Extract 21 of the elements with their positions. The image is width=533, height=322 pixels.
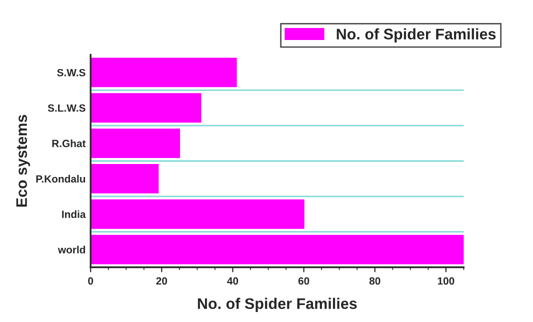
legend-label: No. of Spider Families — [336, 28, 496, 43]
bar — [90, 58, 237, 88]
bar — [90, 199, 304, 229]
x-tick-label: 60 — [298, 277, 310, 285]
bar — [90, 234, 464, 264]
x-tick-label: 20 — [156, 277, 168, 285]
x-tick-label: 100 — [438, 277, 454, 285]
y-tick-label: S.W.S — [57, 68, 86, 76]
y-tick-label: P.Kondalu — [36, 174, 86, 183]
bar — [90, 128, 180, 158]
bar — [90, 93, 202, 123]
y-tick-label: world — [58, 246, 86, 254]
y-tick-label: R.Ghat — [52, 140, 86, 148]
x-axis-title: No. of Spider Families — [198, 298, 357, 312]
x-tick-label: 80 — [369, 277, 380, 285]
bar — [90, 164, 159, 194]
y-axis-title: Eco systems — [16, 114, 30, 207]
y-tick-label: S.L.W.S — [48, 104, 86, 112]
x-tick-label: 0 — [88, 277, 94, 285]
x-tick-label: 40 — [227, 277, 238, 285]
y-tick-label: India — [62, 210, 86, 218]
